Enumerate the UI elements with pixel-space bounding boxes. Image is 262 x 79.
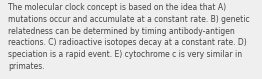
Text: relatedness can be determined by timing antibody-antigen: relatedness can be determined by timing … (8, 27, 234, 36)
Text: mutations occur and accumulate at a constant rate. B) genetic: mutations occur and accumulate at a cons… (8, 15, 249, 24)
Text: The molecular clock concept is based on the idea that A): The molecular clock concept is based on … (8, 3, 226, 12)
Text: reactions. C) radioactive isotopes decay at a constant rate. D): reactions. C) radioactive isotopes decay… (8, 38, 247, 47)
Text: speciation is a rapid event. E) cytochrome c is very similar in: speciation is a rapid event. E) cytochro… (8, 50, 242, 59)
Text: primates.: primates. (8, 62, 45, 71)
